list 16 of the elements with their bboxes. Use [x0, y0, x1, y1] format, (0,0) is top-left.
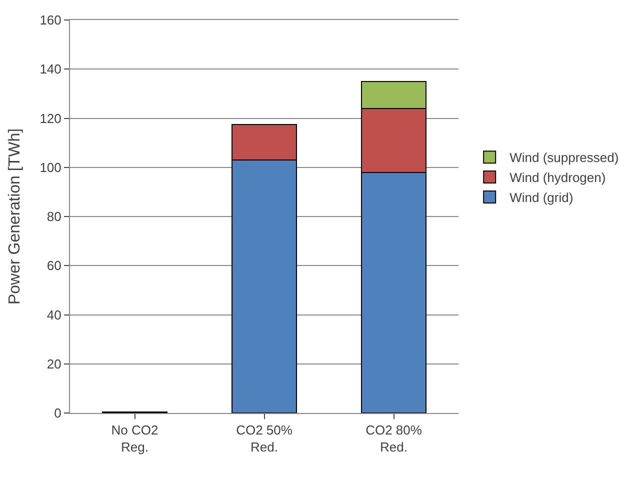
- y-tick-label: 80: [46, 209, 62, 224]
- y-tick-label: 60: [46, 258, 62, 274]
- y-tick-label: 140: [40, 62, 62, 77]
- y-tick-label: 0: [54, 406, 62, 421]
- y-tick-label: 20: [46, 356, 62, 372]
- y-tick-label: 160: [40, 12, 62, 28]
- y-tick-label: 120: [40, 110, 62, 126]
- y-tick-label: 100: [40, 160, 62, 175]
- legend-label: Wind (hydrogen): [510, 170, 606, 186]
- x-tick-label: CO2 50% Red.: [236, 422, 293, 454]
- y-tick-label: 40: [46, 307, 62, 322]
- legend-label: Wind (suppressed): [510, 150, 619, 166]
- y-axis-title: Power Generation [TWh]: [6, 128, 24, 305]
- legend-label: Wind (grid): [510, 190, 574, 206]
- x-tick-label: CO2 80% Red.: [366, 422, 422, 454]
- x-tick-label: No CO2 Reg.: [111, 422, 158, 454]
